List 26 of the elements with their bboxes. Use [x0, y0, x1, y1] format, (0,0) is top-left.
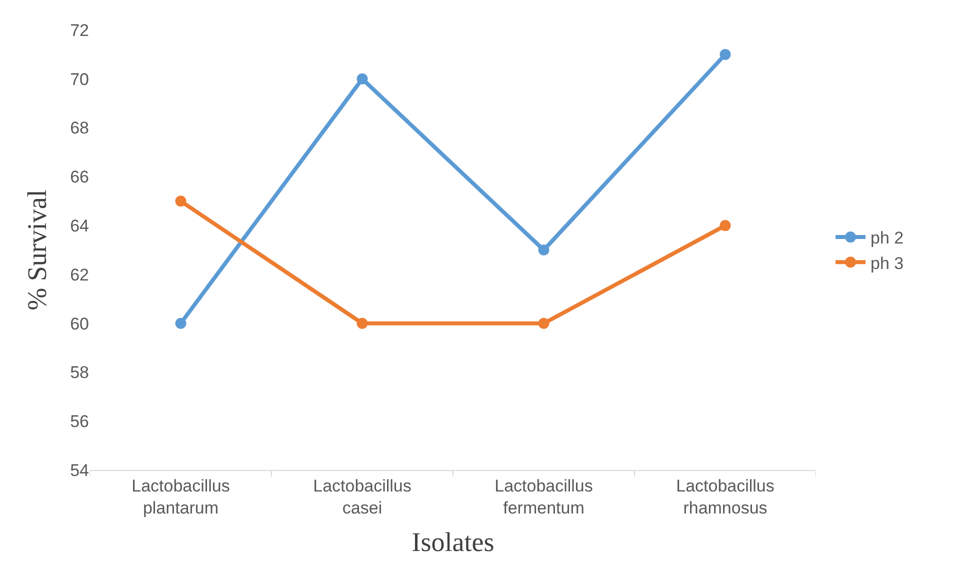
y-axis-title: % Survival — [22, 190, 52, 310]
point — [538, 318, 550, 329]
y-tick-label: 70 — [70, 70, 89, 89]
point — [720, 48, 731, 60]
point — [356, 318, 368, 329]
point — [175, 318, 186, 329]
y-tick-label: 64 — [70, 216, 89, 236]
legend-label: ph 3 — [870, 254, 904, 273]
y-tick-label: 68 — [70, 118, 89, 138]
y-tick-label: 62 — [70, 265, 89, 284]
x-tick-label: Lactobacillus fermentum — [494, 476, 593, 518]
x-axis-title: Isolates — [412, 526, 494, 557]
y-tick-label: 58 — [70, 363, 89, 382]
y-tick-label: 66 — [70, 168, 89, 187]
y-tick-label: 72 — [70, 20, 89, 40]
legend-label: ph 2 — [870, 228, 904, 248]
point — [356, 73, 368, 84]
y-tick-label: 56 — [70, 412, 89, 432]
y-tick-label: 60 — [70, 314, 89, 334]
y-tick-label: 54 — [70, 460, 89, 480]
x-tick-label: Lactobacillus plantarum — [132, 476, 230, 518]
x-tick-label: Lactobacillus casei — [313, 476, 412, 518]
x-tick-label: Lactobacillus rhamnosus — [676, 476, 774, 518]
point — [175, 196, 186, 207]
point — [720, 220, 731, 232]
point — [538, 244, 550, 256]
